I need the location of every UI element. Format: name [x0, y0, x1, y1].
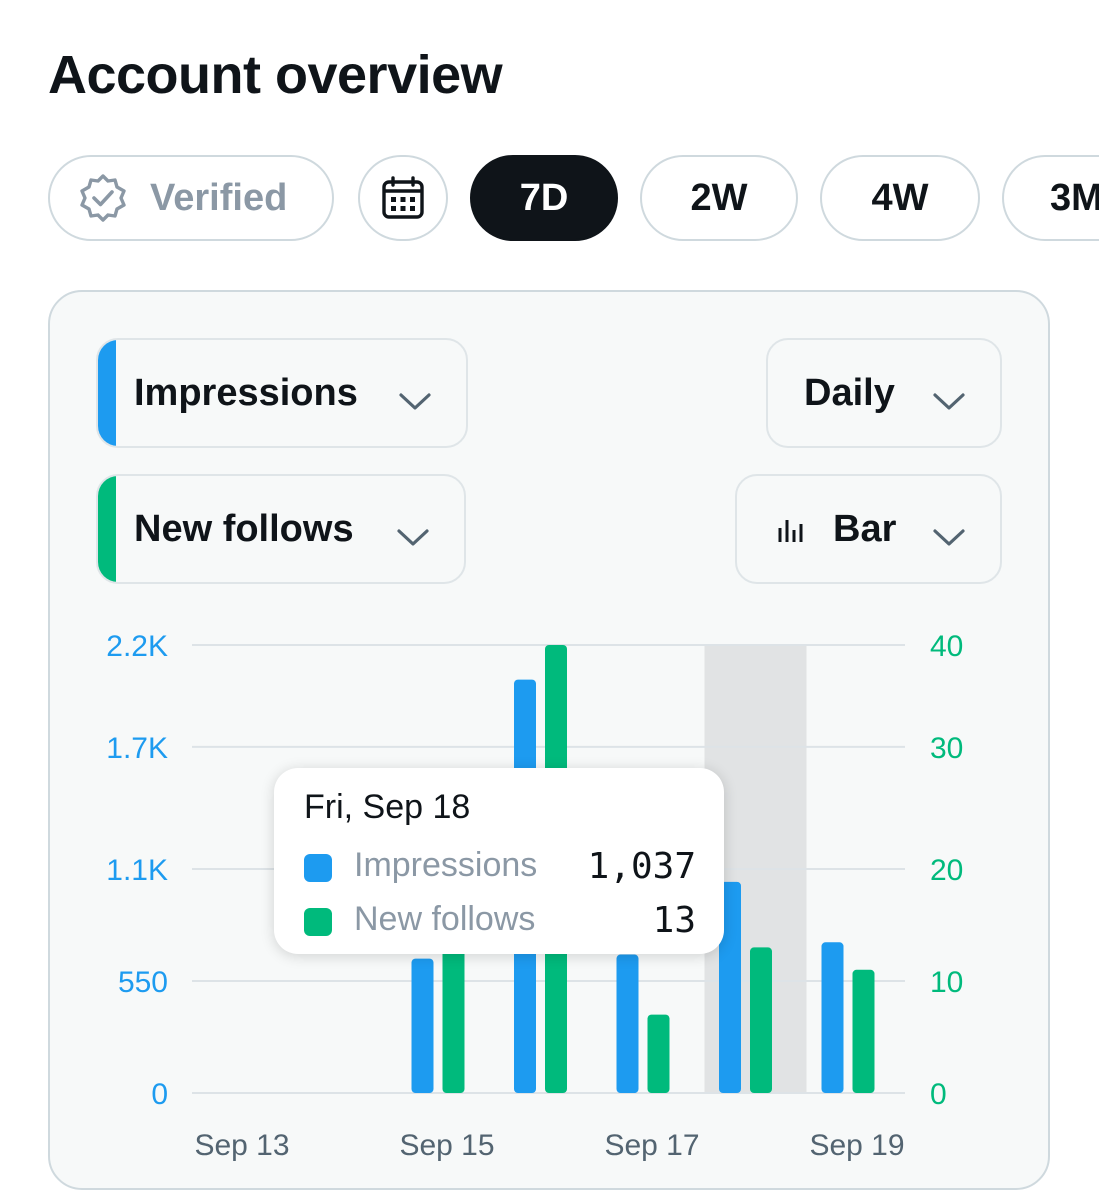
tooltip-date: Fri, Sep 18 [304, 788, 471, 826]
range-2w-button[interactable]: 2W [640, 155, 798, 241]
tooltip-row-new-follows: New follows 13 [304, 900, 696, 944]
tooltip-row-impressions: Impressions 1,037 [304, 846, 696, 890]
interval-label: Daily [804, 371, 895, 414]
tooltip-value-impressions: 1,037 [587, 846, 696, 887]
chevron-down-icon [398, 380, 432, 423]
secondary-metric-color-indicator [98, 476, 116, 582]
secondary-metric-select[interactable]: New follows [96, 474, 466, 584]
tooltip-swatch-impressions [304, 854, 332, 882]
bar-chart-icon [777, 514, 807, 544]
verified-badge-icon [78, 173, 128, 223]
chevron-down-icon [396, 516, 430, 559]
page-title: Account overview [48, 45, 503, 105]
tooltip-label-impressions: Impressions [354, 846, 538, 884]
chevron-down-icon [932, 380, 966, 423]
secondary-metric-label: New follows [134, 507, 354, 550]
chart-type-select[interactable]: Bar [735, 474, 1002, 584]
primary-metric-label: Impressions [134, 371, 358, 414]
custom-date-button[interactable] [358, 155, 448, 241]
verified-label: Verified [150, 176, 288, 219]
tooltip-swatch-new-follows [304, 908, 332, 936]
tooltip-value-new-follows: 13 [652, 900, 696, 941]
range-3m-button[interactable]: 3M [1002, 155, 1099, 241]
calendar-icon [381, 176, 425, 220]
primary-metric-select[interactable]: Impressions [96, 338, 468, 448]
range-4w-button[interactable]: 4W [820, 155, 980, 241]
chevron-down-icon [932, 516, 966, 559]
chart-tooltip: Fri, Sep 18 Impressions 1,037 New follow… [274, 768, 724, 954]
tooltip-label-new-follows: New follows [354, 900, 536, 938]
date-range-filters: Verified 7D 2W 4W 3M [0, 155, 1099, 245]
verified-filter-button[interactable]: Verified [48, 155, 334, 241]
primary-metric-color-indicator [98, 340, 116, 446]
chart-type-label: Bar [833, 507, 897, 550]
interval-select[interactable]: Daily [766, 338, 1002, 448]
range-7d-button[interactable]: 7D [470, 155, 618, 241]
